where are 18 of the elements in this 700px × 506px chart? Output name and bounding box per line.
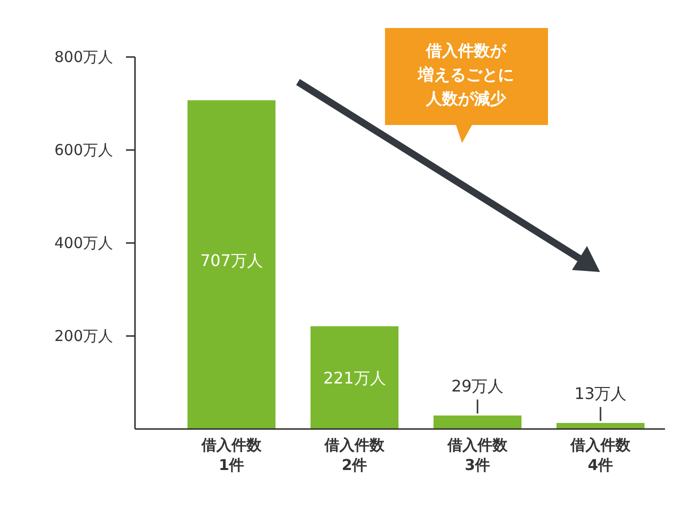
data-label: 707万人 [200,251,263,270]
data-label: 29万人 [451,376,504,396]
data-label: 13万人 [574,384,627,403]
bar [556,422,644,429]
y-tick-label: 600万人 [54,141,113,159]
bar [434,416,522,429]
x-tick-label: 借入件数 3件 [446,436,508,474]
y-tick-label: 800万人 [54,48,113,66]
callout: 借入件数が増えるごとに人数が減少 [385,28,548,143]
x-tick-label: 借入件数 4件 [570,436,632,474]
bar [310,326,398,429]
data-label: 221万人 [323,368,386,388]
x-tick-label: 借入件数 1件 [200,436,262,474]
y-tick-label: 400万人 [54,234,113,252]
y-tick-label: 200万人 [54,327,113,345]
annotation: 借入件数が増えるごとに人数が減少 [417,41,514,108]
bar [188,100,276,429]
x-tick-label: 借入件数 2件 [324,436,386,474]
